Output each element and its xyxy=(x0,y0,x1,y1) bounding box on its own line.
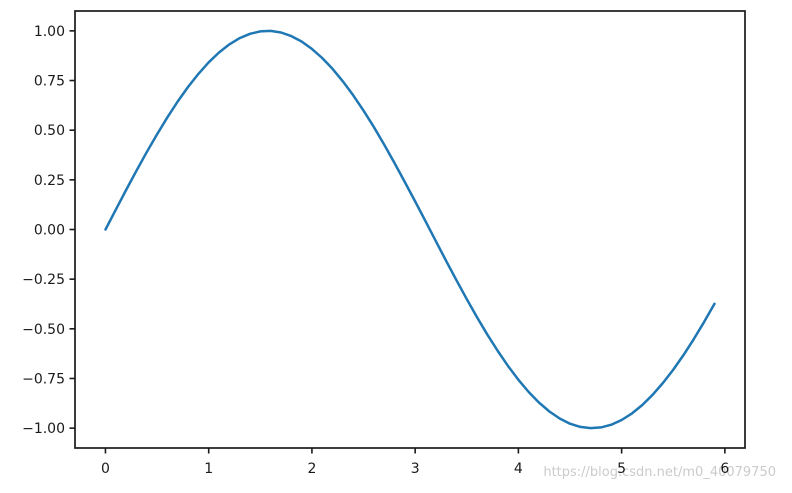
x-tick-label: 4 xyxy=(514,461,523,477)
x-tick-label: 5 xyxy=(617,461,626,477)
y-tick-label: 1.00 xyxy=(34,24,65,40)
x-tick-label: 3 xyxy=(411,461,420,477)
sine-curve xyxy=(104,29,716,430)
plot-border xyxy=(74,10,746,449)
y-tick-label: 0.50 xyxy=(34,123,65,139)
y-tick-label: −0.75 xyxy=(22,371,65,387)
watermark-text: https://blog.csdn.net/m0_40079750 xyxy=(543,465,776,480)
x-tick-label: 1 xyxy=(204,461,213,477)
x-tick-label: 6 xyxy=(720,461,729,477)
y-tick-label: −0.25 xyxy=(22,272,65,288)
y-tick-label: −0.50 xyxy=(22,322,65,338)
y-tick-label: 0.25 xyxy=(34,173,65,189)
y-tick-label: 0.00 xyxy=(34,223,65,239)
x-tick-label: 0 xyxy=(101,461,110,477)
y-tick-label: −1.00 xyxy=(22,421,65,437)
y-tick-label: 0.75 xyxy=(34,74,65,90)
x-tick-label: 2 xyxy=(307,461,316,477)
